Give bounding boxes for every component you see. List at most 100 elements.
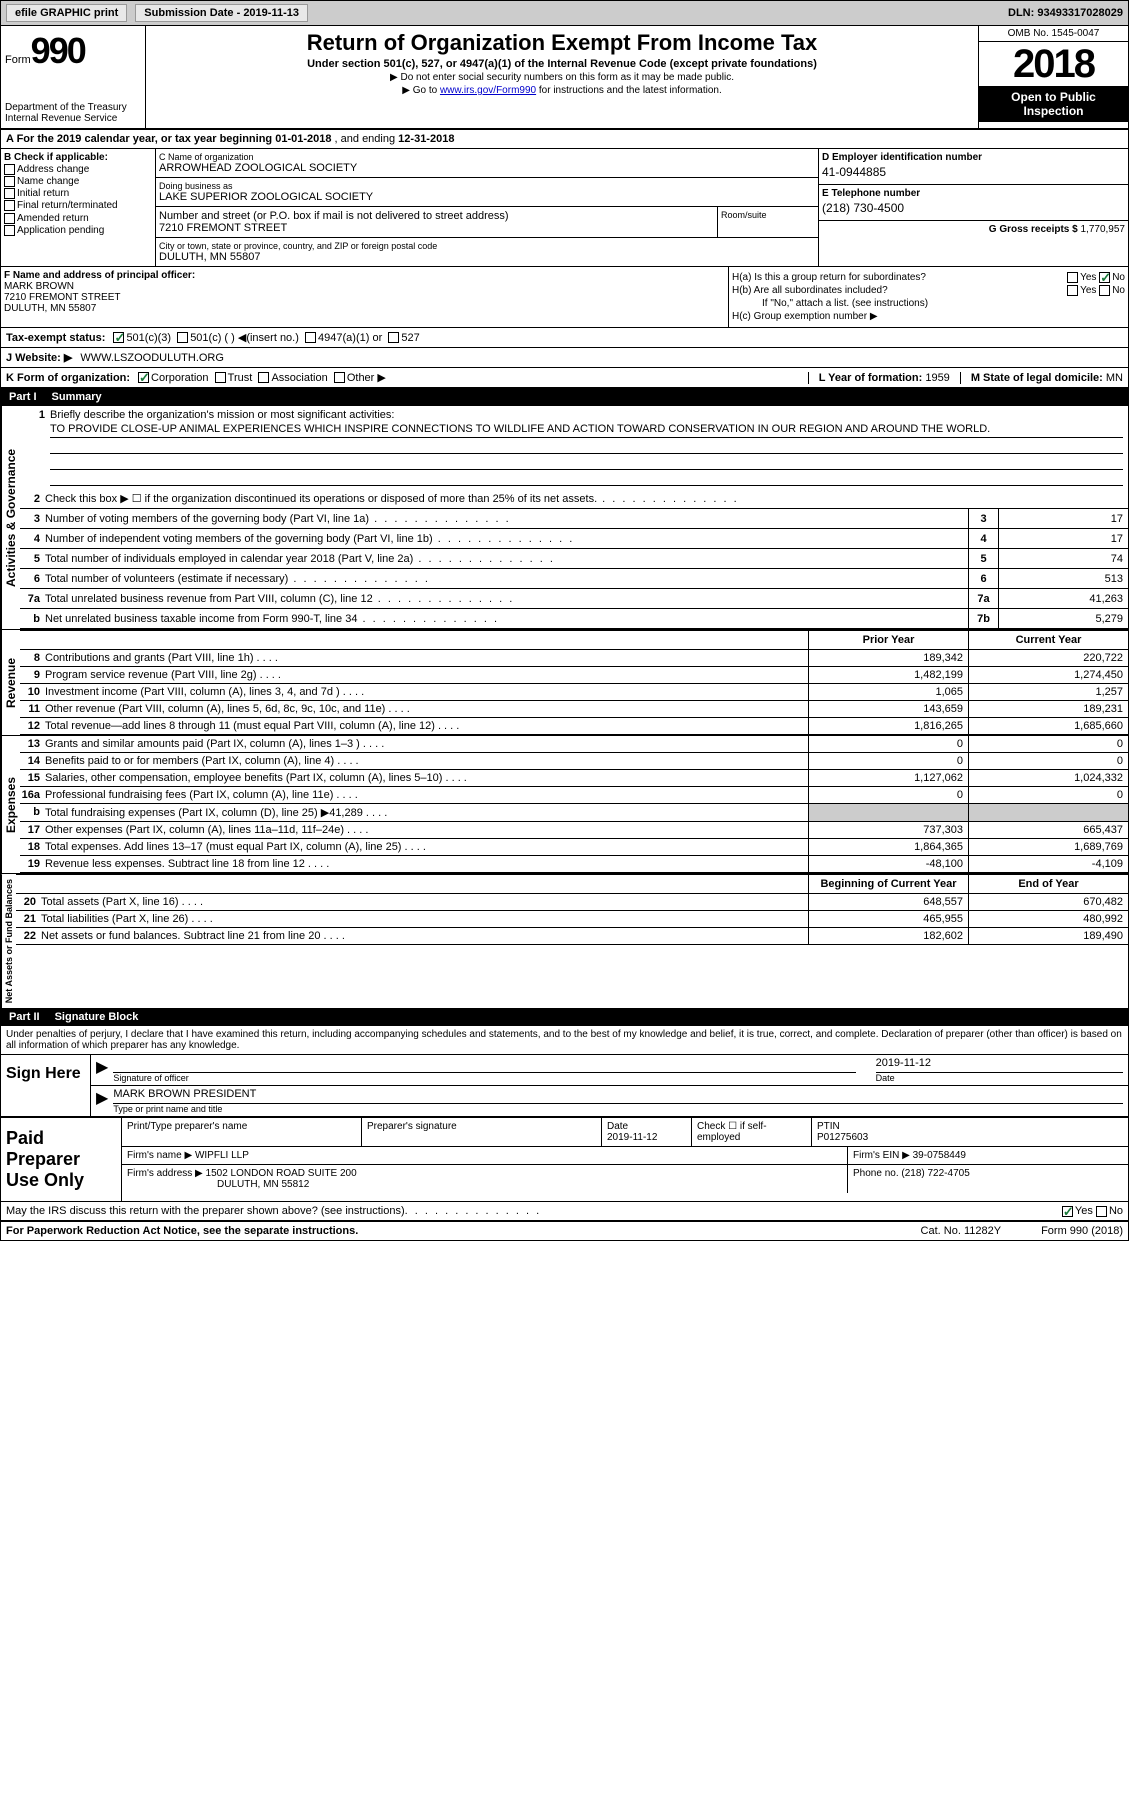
efile-button[interactable]: efile GRAPHIC print bbox=[6, 4, 127, 22]
dba-label: Doing business as bbox=[159, 181, 815, 191]
org-name-label: C Name of organization bbox=[159, 152, 815, 162]
irs-text: Internal Revenue Service bbox=[5, 113, 141, 124]
hb-label: H(b) Are all subordinates included? bbox=[732, 285, 888, 296]
form-note1: ▶ Do not enter social security numbers o… bbox=[156, 72, 968, 83]
vlabel-governance: Activities & Governance bbox=[1, 406, 20, 629]
summary-row: 7aTotal unrelated business revenue from … bbox=[20, 589, 1128, 609]
dba-name: LAKE SUPERIOR ZOOLOGICAL SOCIETY bbox=[159, 191, 815, 203]
form990-link[interactable]: www.irs.gov/Form990 bbox=[440, 85, 536, 96]
ha-label: H(a) Is this a group return for subordin… bbox=[732, 272, 926, 283]
gross-label: G Gross receipts $ bbox=[989, 224, 1081, 235]
firm-name: WIPFLI LLP bbox=[195, 1150, 249, 1161]
domicile-label: M State of legal domicile: bbox=[971, 372, 1106, 384]
period-end: 12-31-2018 bbox=[398, 133, 454, 145]
summary-row: 3Number of voting members of the governi… bbox=[20, 509, 1128, 529]
self-employed-check[interactable]: Check ☐ if self-employed bbox=[692, 1118, 812, 1146]
data-row: 17Other expenses (Part IX, column (A), l… bbox=[20, 822, 1128, 839]
opt-assoc: Association bbox=[271, 372, 327, 384]
data-row: 11Other revenue (Part VIII, column (A), … bbox=[20, 701, 1128, 718]
officer-signature-line[interactable] bbox=[113, 1057, 855, 1073]
box-b: B Check if applicable: Address change Na… bbox=[1, 149, 156, 266]
mission-label: Briefly describe the organization's miss… bbox=[50, 409, 1123, 421]
check-amended[interactable]: Amended return bbox=[4, 213, 152, 224]
data-row: 10Investment income (Part VIII, column (… bbox=[20, 684, 1128, 701]
check-address[interactable]: Address change bbox=[4, 164, 152, 175]
header-begin-year: Beginning of Current Year bbox=[808, 875, 968, 893]
discuss-yes[interactable] bbox=[1062, 1206, 1073, 1217]
room-label: Room/suite bbox=[718, 207, 818, 237]
check-4947[interactable] bbox=[305, 332, 316, 343]
sig-date-label: Date bbox=[876, 1073, 1123, 1083]
data-row: 19Revenue less expenses. Subtract line 1… bbox=[20, 856, 1128, 873]
box-de: D Employer identification number 41-0944… bbox=[818, 149, 1128, 266]
check-trust[interactable] bbox=[215, 372, 226, 383]
vlabel-expenses: Expenses bbox=[1, 736, 20, 873]
check-initial[interactable]: Initial return bbox=[4, 188, 152, 199]
ptin-value: P01275603 bbox=[817, 1132, 1123, 1143]
check-527[interactable] bbox=[388, 332, 399, 343]
website-label: J Website: ▶ bbox=[6, 351, 72, 364]
mission-blank1 bbox=[50, 438, 1123, 454]
mission-text: TO PROVIDE CLOSE-UP ANIMAL EXPERIENCES W… bbox=[50, 421, 1123, 438]
opt-other: Other ▶ bbox=[347, 371, 386, 384]
box-c: C Name of organization ARROWHEAD ZOOLOGI… bbox=[156, 149, 818, 266]
check-other[interactable] bbox=[334, 372, 345, 383]
mission-blank2 bbox=[50, 454, 1123, 470]
line1-num: 1 bbox=[25, 409, 50, 486]
check-501c3[interactable] bbox=[113, 332, 124, 343]
form-id-box: Form990 Department of the Treasury Inter… bbox=[1, 26, 146, 128]
data-row: 16aProfessional fundraising fees (Part I… bbox=[20, 787, 1128, 804]
gross-value: 1,770,957 bbox=[1081, 224, 1126, 235]
arrow-icon-2: ▶ bbox=[96, 1088, 108, 1114]
firm-addr2: DULUTH, MN 55812 bbox=[127, 1179, 309, 1190]
header-prior-year: Prior Year bbox=[808, 631, 968, 649]
city-state-zip: DULUTH, MN 55807 bbox=[159, 251, 815, 263]
phone-label: E Telephone number bbox=[822, 188, 1125, 199]
sign-here-label: Sign Here bbox=[1, 1055, 91, 1116]
period-begin: 01-01-2018 bbox=[275, 133, 331, 145]
part2-title: Signature Block bbox=[55, 1011, 139, 1023]
officer-addr1: 7210 FREMONT STREET bbox=[4, 292, 725, 303]
dept-text: Department of the Treasury bbox=[5, 102, 141, 113]
check-corp[interactable] bbox=[138, 372, 149, 383]
arrow-icon: ▶ bbox=[96, 1057, 108, 1083]
check-pending[interactable]: Application pending bbox=[4, 225, 152, 236]
vlabel-net: Net Assets or Fund Balances bbox=[1, 874, 16, 1008]
form-subtitle: Under section 501(c), 527, or 4947(a)(1)… bbox=[156, 58, 968, 70]
opt-trust: Trust bbox=[228, 372, 253, 384]
prep-date-label: Date bbox=[607, 1121, 686, 1132]
part1-header: Part I Summary bbox=[1, 388, 1128, 406]
tax-status-label: Tax-exempt status: bbox=[6, 332, 105, 344]
form-note2: ▶ Go to www.irs.gov/Form990 for instruct… bbox=[156, 85, 968, 96]
check-name[interactable]: Name change bbox=[4, 176, 152, 187]
ein-label: D Employer identification number bbox=[822, 152, 1125, 163]
officer-printed-name: MARK BROWN PRESIDENT bbox=[113, 1088, 1123, 1104]
tax-year: 2018 bbox=[979, 42, 1128, 86]
footer-row: For Paperwork Reduction Act Notice, see … bbox=[1, 1221, 1128, 1240]
preparer-sig-label: Preparer's signature bbox=[362, 1118, 602, 1146]
check-assoc[interactable] bbox=[258, 372, 269, 383]
summary-row: 5Total number of individuals employed in… bbox=[20, 549, 1128, 569]
box-h: H(a) Is this a group return for subordin… bbox=[728, 267, 1128, 327]
part1-num: Part I bbox=[9, 391, 52, 403]
check-final[interactable]: Final return/terminated bbox=[4, 200, 152, 211]
data-row: 22Net assets or fund balances. Subtract … bbox=[16, 928, 1128, 945]
submission-button[interactable]: Submission Date - 2019-11-13 bbox=[135, 4, 308, 22]
header-current-year: Current Year bbox=[968, 631, 1128, 649]
check-501c[interactable] bbox=[177, 332, 188, 343]
summary-row: bNet unrelated business taxable income f… bbox=[20, 609, 1128, 629]
form-title-box: Return of Organization Exempt From Incom… bbox=[146, 26, 978, 128]
city-label: City or town, state or province, country… bbox=[159, 241, 815, 251]
firm-addr-label: Firm's address ▶ bbox=[127, 1168, 203, 1179]
firm-phone-label: Phone no. bbox=[853, 1168, 901, 1179]
opt-501c3: 501(c)(3) bbox=[126, 332, 171, 344]
box-f: F Name and address of principal officer:… bbox=[1, 267, 728, 327]
addr-label: Number and street (or P.O. box if mail i… bbox=[159, 210, 714, 222]
dln-text: DLN: 93493317028029 bbox=[1008, 7, 1123, 19]
tax-status-row: Tax-exempt status: 501(c)(3) 501(c) ( ) … bbox=[1, 328, 1128, 348]
paperwork-notice: For Paperwork Reduction Act Notice, see … bbox=[6, 1225, 921, 1237]
discuss-no[interactable] bbox=[1096, 1206, 1107, 1217]
part1-title: Summary bbox=[52, 391, 102, 403]
vlabel-revenue: Revenue bbox=[1, 630, 20, 735]
data-row: 18Total expenses. Add lines 13–17 (must … bbox=[20, 839, 1128, 856]
